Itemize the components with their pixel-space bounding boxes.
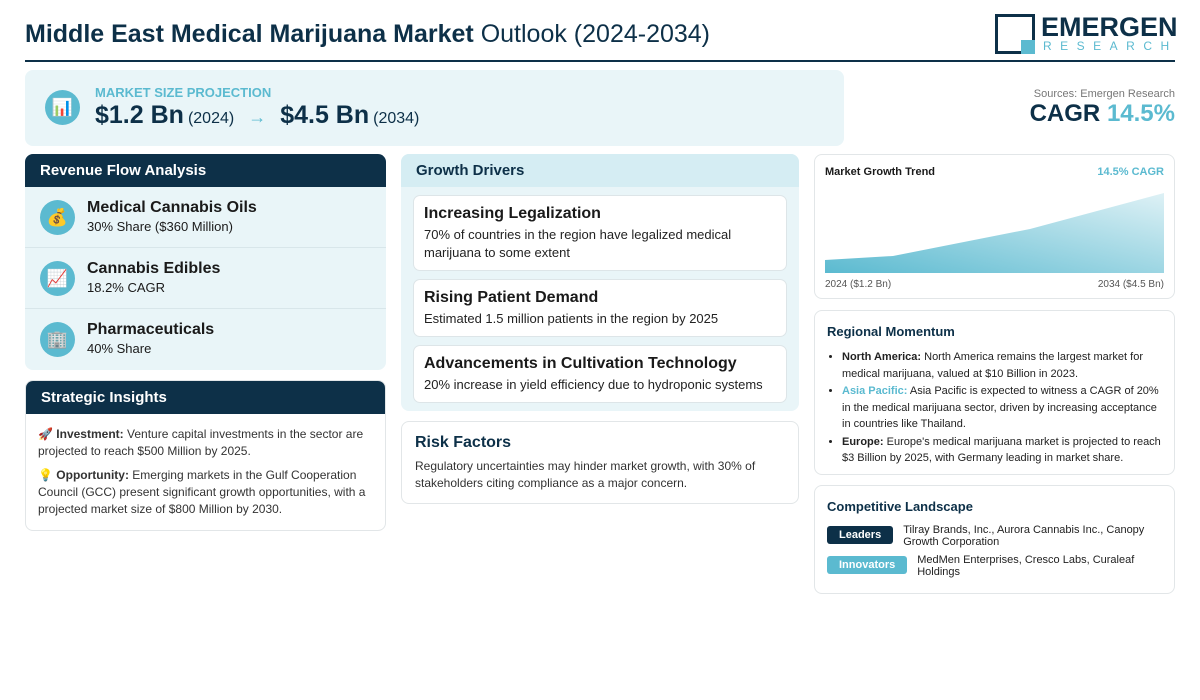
money-bag-icon: 💰 — [40, 200, 75, 235]
regional-momentum-panel: Regional Momentum North America: North A… — [814, 310, 1175, 475]
emergen-logo: EMERGEN RESEARCH — [995, 12, 1178, 56]
source-note: Sources: Emergen Research — [1033, 88, 1175, 100]
market-size-projection: 📊 MARKET SIZE PROJECTION $1.2 Bn (2024) → $… — [25, 70, 844, 146]
rocket-icon: 🚀 — [38, 427, 53, 441]
end-value: $4.5 Bn — [280, 101, 370, 129]
region-item: Europe: Europe's medical marijuana marke… — [842, 434, 1162, 467]
driver-card: Increasing Legalization 70% of countries … — [413, 195, 787, 271]
innovators-badge: Innovators — [827, 556, 908, 574]
cagr-headline: CAGR 14.5% — [1029, 100, 1175, 127]
competitive-landscape-panel: Competitive Landscape Leaders Tilray Bran… — [814, 485, 1175, 594]
header-divider — [25, 60, 1175, 62]
strategic-insights-panel: Strategic Insights 🚀 Investment: Venture… — [25, 380, 386, 531]
competitor-row: Innovators MedMen Enterprises, Cresco Lab… — [827, 554, 1162, 578]
panel-title: Growth Drivers — [401, 154, 799, 187]
insight-item: 🚀 Investment: Venture capital investment… — [38, 427, 364, 458]
leaders-badge: Leaders — [827, 526, 894, 544]
arrow-icon: → — [248, 107, 267, 127]
bar-chart-icon: 📊 — [45, 90, 80, 125]
revenue-item: 🏢 Pharmaceuticals 40% Share — [25, 309, 386, 370]
revenue-item: 📈 Cannabis Edibles 18.2% CAGR — [25, 248, 386, 309]
growth-area — [825, 193, 1164, 273]
start-value: $1.2 Bn — [95, 101, 184, 129]
revenue-item: 💰 Medical Cannabis Oils 30% Share ($360 Mi… — [25, 187, 386, 248]
region-item: Asia Pacific: Asia Pacific is expected t… — [842, 383, 1162, 433]
page-title: Middle East Medical Marijuana Market Out… — [25, 20, 711, 48]
panel-title: Strategic Insights — [26, 381, 385, 414]
panel-title: Revenue Flow Analysis — [25, 154, 386, 187]
insight-item: 💡 Opportunity: Emerging markets in the G… — [38, 468, 366, 516]
lightbulb-icon: 💡 — [38, 468, 53, 482]
market-growth-trend-card: Market Growth Trend 14.5% CAGR 2024 ($1.… — [814, 154, 1175, 299]
competitor-row: Leaders Tilray Brands, Inc., Aurora Canna… — [827, 524, 1162, 548]
growth-drivers-panel: Growth Drivers Increasing Legalization 70… — [401, 154, 799, 411]
risk-factors-panel: Risk Factors Regulatory uncertainties may… — [401, 421, 799, 504]
growth-area-chart — [825, 193, 1164, 273]
driver-card: Advancements in Cultivation Technology 20… — [413, 345, 787, 403]
building-icon: 🏢 — [40, 322, 75, 357]
revenue-flow-panel: Revenue Flow Analysis 💰 Medical Cannabis … — [25, 154, 386, 370]
trend-chart-icon: 📈 — [40, 261, 75, 296]
driver-card: Rising Patient Demand Estimated 1.5 milli… — [413, 279, 787, 337]
region-item: North America: North America remains the… — [842, 349, 1162, 382]
